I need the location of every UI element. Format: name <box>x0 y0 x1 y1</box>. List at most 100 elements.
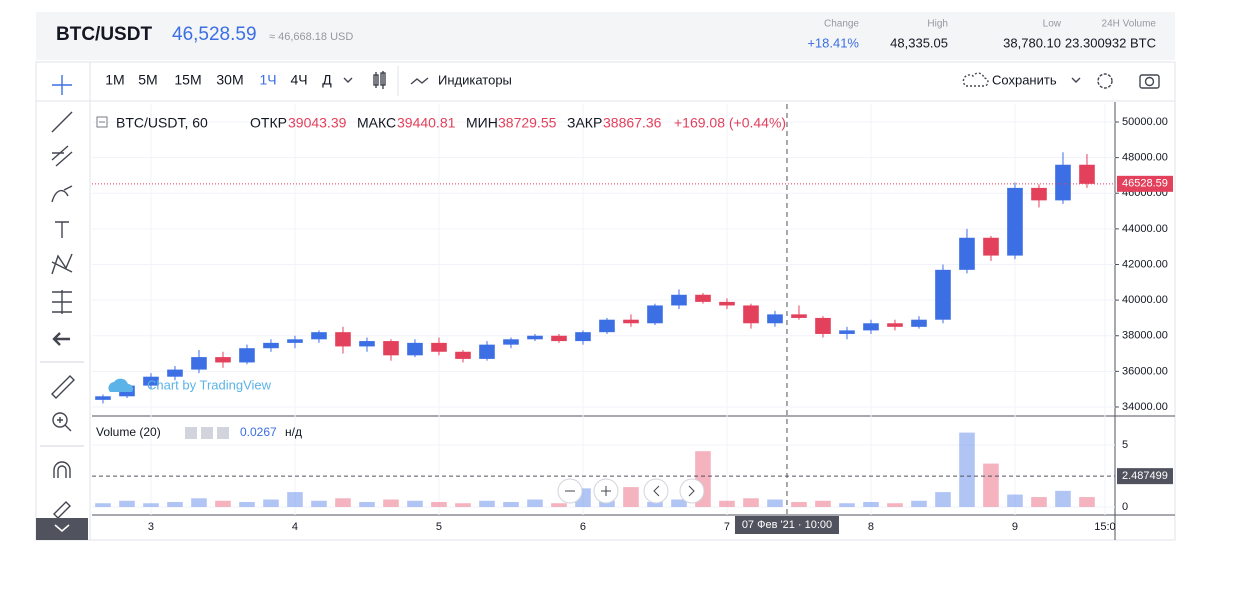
drawing-tools <box>40 75 84 519</box>
candle-body <box>287 339 303 343</box>
expand-tools[interactable] <box>36 518 88 540</box>
volume-bar <box>215 500 231 507</box>
volume-bar <box>1031 497 1047 507</box>
brush-tool[interactable] <box>51 185 73 203</box>
save[interactable]: Сохранить <box>992 72 1057 87</box>
volume-bar <box>311 500 327 507</box>
interval[interactable]: 1М <box>105 72 124 88</box>
x-tick-label: 8 <box>868 521 874 533</box>
indicators-icon[interactable] <box>410 77 429 85</box>
y-tick-label: 34000.00 <box>1122 401 1168 413</box>
stat-value: 38,780.10 <box>1003 35 1061 50</box>
zoom-tool[interactable] <box>52 412 68 428</box>
volume-bar <box>1079 497 1095 507</box>
interval[interactable]: 5М <box>138 72 157 88</box>
volume-bar <box>767 499 783 507</box>
volume-bar <box>383 499 399 507</box>
prediction-tool[interactable] <box>52 290 72 314</box>
interval[interactable]: 1Ч <box>259 72 276 88</box>
candle-body <box>863 323 879 331</box>
volume-bar <box>431 501 447 507</box>
ruler-tool[interactable] <box>51 375 75 399</box>
candle-body <box>647 305 663 324</box>
volume-bar <box>839 503 855 507</box>
indicators[interactable]: Индикаторы <box>438 72 512 87</box>
candle-body <box>815 317 831 334</box>
y-tick-label: 36000.00 <box>1122 365 1168 377</box>
save-icon[interactable] <box>962 72 989 87</box>
pattern-tool[interactable] <box>51 253 73 275</box>
candle-body <box>791 314 807 318</box>
volume-bar <box>863 501 879 507</box>
volume-bar <box>743 498 759 507</box>
interval[interactable]: 30М <box>216 72 243 88</box>
header-bg <box>36 12 1175 60</box>
magnet-tool[interactable] <box>53 461 71 478</box>
volume-bar <box>983 463 999 507</box>
interval[interactable]: 15М <box>174 72 201 88</box>
candle-body <box>407 342 423 356</box>
candle-body <box>887 323 903 327</box>
legend-label: МАКС <box>357 115 396 131</box>
stat-label: Change <box>824 19 859 30</box>
y-tick-label: 40000.00 <box>1122 294 1168 306</box>
chart-style[interactable] <box>373 71 386 89</box>
volume-controls[interactable] <box>185 427 229 439</box>
candle-body <box>431 342 447 352</box>
x-tick-label: 4 <box>292 521 298 533</box>
last-price-box <box>1117 175 1173 192</box>
crosshair-tool[interactable] <box>52 75 72 95</box>
back-tool[interactable] <box>52 332 70 346</box>
fib-tool[interactable] <box>51 145 73 167</box>
y-tick-label: 48000.00 <box>1122 152 1168 164</box>
price: 46,528.59 <box>172 24 257 45</box>
stat-value: 23.300932 BTC <box>1065 35 1156 50</box>
interval[interactable]: Д <box>322 72 332 88</box>
trend-tool[interactable] <box>51 111 73 133</box>
legend: ОТКР 39043.39 МАКС 39440.81 МИН 38729.55 ЗАКР 3… <box>250 115 662 131</box>
text-tool[interactable] <box>55 221 69 238</box>
save-menu[interactable] <box>1071 77 1081 83</box>
x-tick-label: 3 <box>148 521 154 533</box>
legend-value: 39440.81 <box>397 115 456 131</box>
intervals: 1М 5М 15М 30М 1Ч 4Ч Д <box>105 72 332 88</box>
scroll-left[interactable] <box>643 478 669 504</box>
interval[interactable]: 4Ч <box>290 72 307 88</box>
volume-bar <box>263 499 279 507</box>
candle-body <box>1079 164 1095 184</box>
collapse-legend[interactable] <box>96 116 108 128</box>
candle-body <box>143 376 159 386</box>
settings[interactable] <box>1097 73 1113 89</box>
volume-bar <box>167 501 183 507</box>
x-tick-label: 6 <box>580 521 586 533</box>
candle-body <box>935 269 951 320</box>
screenshot[interactable] <box>1139 74 1160 89</box>
legend-label: ЗАКР <box>567 115 602 131</box>
interval-menu[interactable] <box>343 77 353 83</box>
volume-bar <box>359 501 375 507</box>
candle-body <box>1031 187 1047 201</box>
plot: 34000.00 36000.00 38000.00 40000.00 42000.00… <box>92 104 1173 534</box>
y-tick-label: 50000.00 <box>1122 116 1168 128</box>
candle-body <box>95 396 111 400</box>
candle-body <box>1055 164 1071 201</box>
crosshair-label: 07 Фев '21 · 10:00 <box>742 519 832 531</box>
candle-body <box>599 319 615 333</box>
candle-body <box>167 369 183 377</box>
stat-label: Low <box>1043 19 1062 30</box>
volume-bar <box>599 500 615 507</box>
symbol: BTC/USDT <box>56 24 152 45</box>
volume-bar <box>1055 490 1071 507</box>
volume-bar <box>455 503 471 507</box>
x-tick-label: 9 <box>1012 521 1018 533</box>
lock-tool[interactable] <box>53 501 71 519</box>
volume-bar <box>287 492 303 507</box>
legend-label: ОТКР <box>250 115 287 131</box>
candle-body <box>983 237 999 256</box>
stat-value: +18.41% <box>807 35 859 50</box>
volume-value: 0.0267 <box>240 425 277 439</box>
candle-body <box>239 348 255 363</box>
scroll-right[interactable] <box>679 478 705 504</box>
stats: Change +18.41% High 48,335.05 Low 38,780.10 24… <box>807 19 1156 51</box>
candle-body <box>503 339 519 345</box>
